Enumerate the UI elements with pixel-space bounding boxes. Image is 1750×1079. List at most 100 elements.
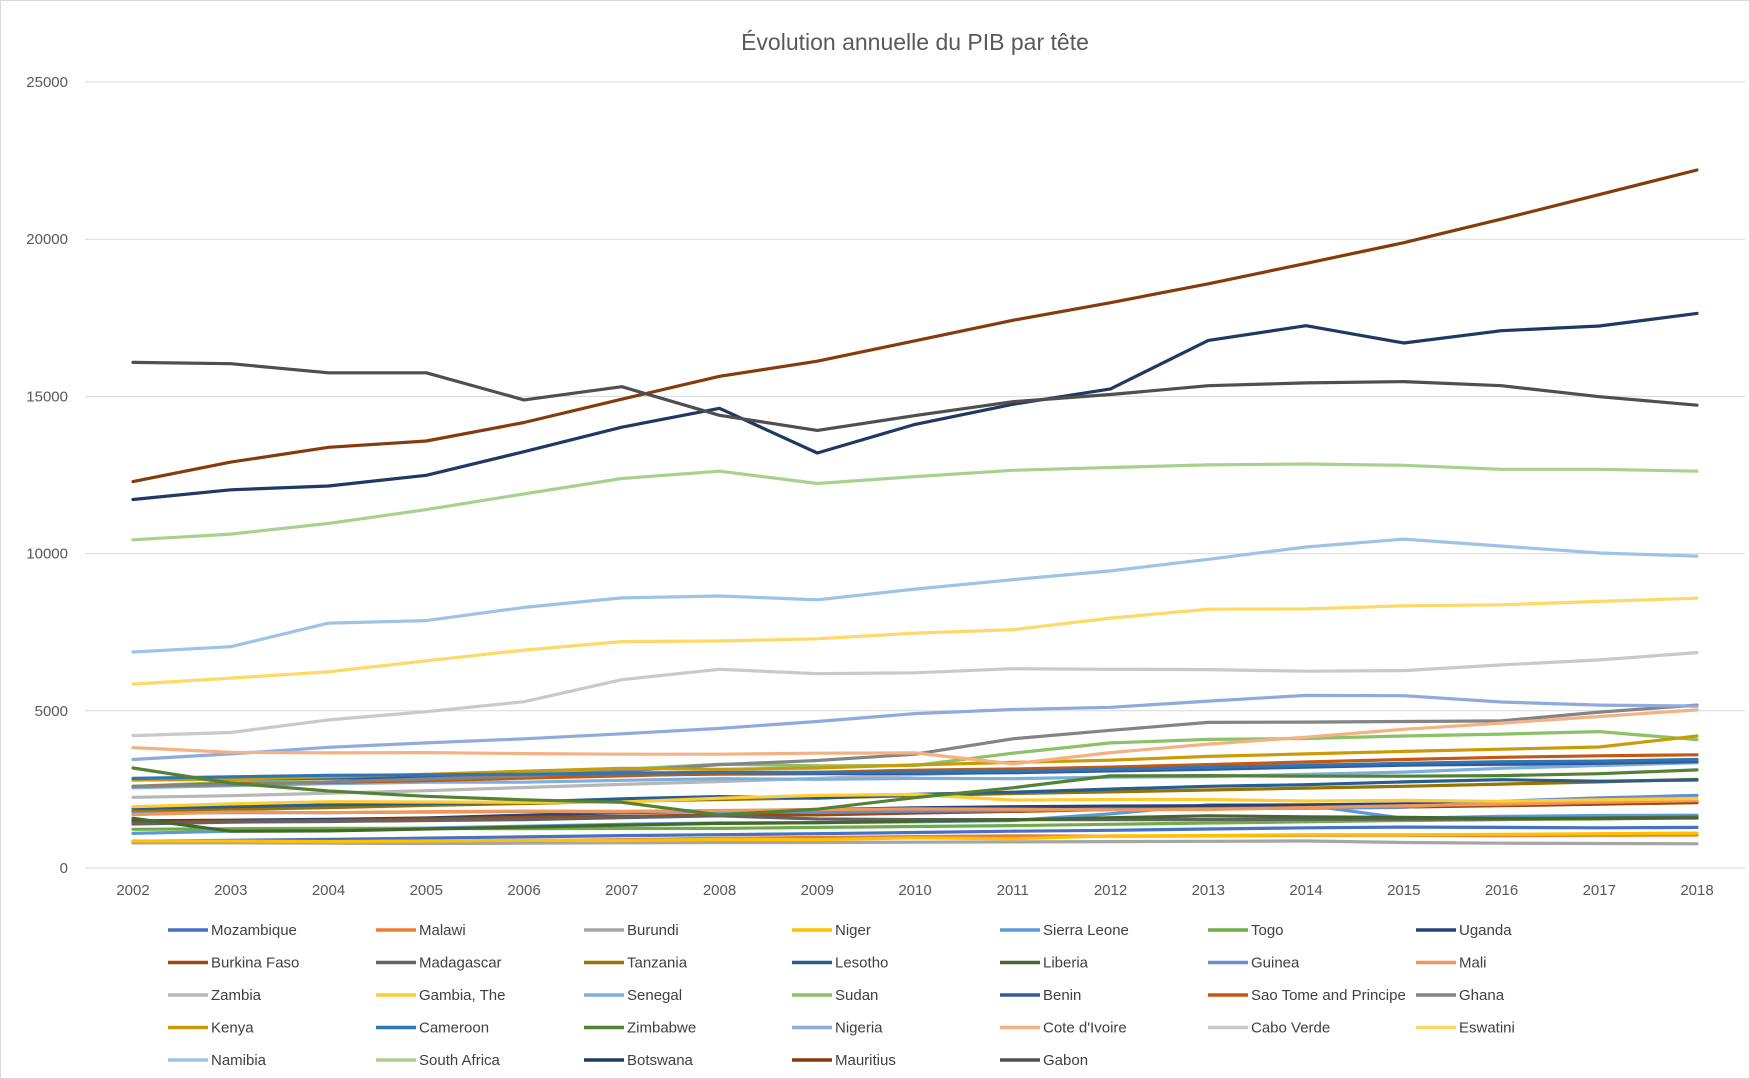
legend-label: Senegal — [627, 987, 682, 1004]
x-tick-label: 2017 — [1583, 882, 1616, 899]
legend-item: Liberia — [1000, 955, 1089, 972]
x-tick-label: 2011 — [997, 882, 1029, 899]
legend-item: Sierra Leone — [1000, 922, 1129, 939]
legend-item: Senegal — [584, 987, 682, 1004]
legend-item: Mauritius — [792, 1052, 896, 1069]
legend-label: Mauritius — [835, 1052, 896, 1069]
legend-item: Cote d'Ivoire — [1000, 1020, 1127, 1037]
series-line-27 — [131, 596, 1699, 686]
legend-item: Sudan — [792, 987, 878, 1004]
plot-area — [131, 168, 1699, 846]
series-line-31 — [131, 168, 1699, 484]
legend-item: Benin — [1000, 987, 1081, 1004]
legend-label: Cote d'Ivoire — [1043, 1020, 1127, 1037]
series-line-3 — [131, 831, 1699, 844]
legend-item: Niger — [792, 922, 871, 939]
legend-label: Liberia — [1043, 955, 1089, 972]
y-axis-ticks: 0 5000 10000 15000 20000 25000 — [26, 74, 68, 877]
legend-item: Uganda — [1416, 922, 1512, 939]
y-tick-label: 20000 — [26, 231, 68, 248]
legend-label: Niger — [835, 922, 871, 939]
chart-title: Évolution annuelle du PIB par tête — [741, 29, 1089, 55]
legend-label: South Africa — [419, 1052, 501, 1069]
x-tick-label: 2014 — [1289, 882, 1322, 899]
legend-label: Burundi — [627, 922, 679, 939]
legend-label: Guinea — [1251, 955, 1300, 972]
series-line-2 — [131, 839, 1699, 846]
legend-label: Mozambique — [211, 922, 297, 939]
legend-label: Nigeria — [835, 1020, 883, 1037]
x-tick-label: 2018 — [1680, 882, 1713, 899]
legend-label: Zimbabwe — [627, 1020, 696, 1037]
legend-item: Gabon — [1000, 1052, 1088, 1069]
legend-item: Zimbabwe — [584, 1020, 696, 1037]
legend-item: Malawi — [376, 922, 466, 939]
series-line-29 — [131, 462, 1699, 542]
legend-item: Ghana — [1416, 987, 1505, 1004]
x-tick-label: 2004 — [312, 882, 345, 899]
x-tick-label: 2010 — [898, 882, 931, 899]
series-line-30 — [131, 311, 1699, 502]
legend-label: Mali — [1459, 955, 1487, 972]
series-line-11 — [131, 814, 1699, 833]
legend-item: Nigeria — [792, 1020, 883, 1037]
x-tick-label: 2007 — [605, 882, 638, 899]
legend-item: Guinea — [1208, 955, 1300, 972]
legend-item: Mozambique — [168, 922, 297, 939]
legend: Mozambique Malawi Burundi Niger Sierra Leone… — [168, 922, 1515, 1069]
legend-item: South Africa — [376, 1052, 501, 1069]
legend-item: Togo — [1208, 922, 1284, 939]
series-line-26 — [131, 650, 1699, 738]
legend-item: Burkina Faso — [168, 955, 299, 972]
legend-item: Kenya — [168, 1020, 254, 1037]
legend-item: Zambia — [168, 987, 262, 1004]
legend-item: Namibia — [168, 1052, 267, 1069]
legend-label: Cameroon — [419, 1020, 489, 1037]
legend-label: Togo — [1251, 922, 1284, 939]
series-line-22 — [131, 757, 1699, 781]
legend-item: Cabo Verde — [1208, 1020, 1330, 1037]
legend-label: Malawi — [419, 922, 466, 939]
x-tick-label: 2012 — [1094, 882, 1127, 899]
series-line-15 — [131, 792, 1699, 809]
y-tick-label: 5000 — [35, 703, 68, 720]
legend-label: Sierra Leone — [1043, 922, 1129, 939]
series-line-23 — [131, 766, 1699, 817]
series-line-32 — [131, 360, 1699, 432]
legend-label: Lesotho — [835, 955, 888, 972]
series-line-24 — [131, 693, 1699, 762]
series-line-25 — [131, 708, 1699, 766]
legend-label: Namibia — [211, 1052, 267, 1069]
legend-label: Uganda — [1459, 922, 1512, 939]
x-tick-label: 2015 — [1387, 882, 1420, 899]
x-tick-label: 2002 — [116, 882, 149, 899]
x-axis-ticks: 2002 2003 2004 2005 2006 2007 2008 2009 2010 2011… — [116, 882, 1713, 899]
legend-label: Ghana — [1459, 987, 1505, 1004]
x-tick-label: 2009 — [801, 882, 834, 899]
legend-item: Madagascar — [376, 955, 502, 972]
legend-item: Burundi — [584, 922, 679, 939]
legend-label: Cabo Verde — [1251, 1020, 1330, 1037]
y-tick-label: 0 — [60, 860, 68, 877]
legend-item: Eswatini — [1416, 1020, 1515, 1037]
x-tick-label: 2016 — [1485, 882, 1518, 899]
x-tick-label: 2008 — [703, 882, 736, 899]
grid-lines — [85, 81, 1745, 869]
series-line-13 — [131, 799, 1699, 817]
legend-label: Kenya — [211, 1020, 254, 1037]
x-tick-label: 2005 — [410, 882, 443, 899]
legend-label: Tanzania — [627, 955, 688, 972]
legend-item: Mali — [1416, 955, 1487, 972]
y-tick-label: 25000 — [26, 74, 68, 91]
legend-label: Benin — [1043, 987, 1081, 1004]
legend-item: Gambia, The — [376, 987, 505, 1004]
x-tick-label: 2006 — [507, 882, 540, 899]
x-tick-label: 2003 — [214, 882, 247, 899]
legend-item: Lesotho — [792, 955, 888, 972]
legend-label: Burkina Faso — [211, 955, 299, 972]
series-line-28 — [131, 537, 1699, 654]
legend-label: Gambia, The — [419, 987, 505, 1004]
legend-label: Sudan — [835, 987, 878, 1004]
